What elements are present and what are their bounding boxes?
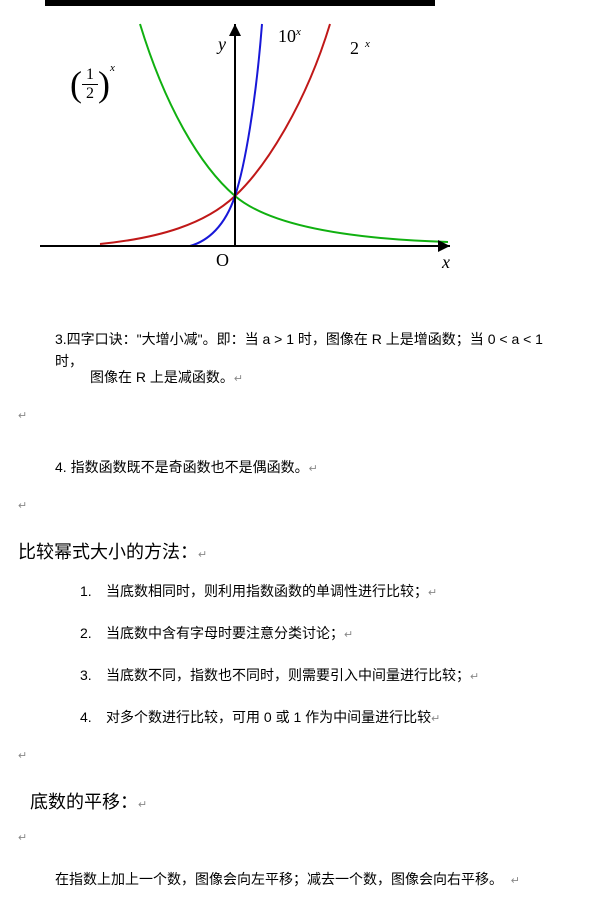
label-two-base: 2 xyxy=(350,38,359,58)
para-marker-4: ↵ xyxy=(0,830,590,848)
heading-shift-text: 底数的平移： xyxy=(30,792,138,812)
li2-marker: ↵ xyxy=(344,629,353,641)
lparen: ( xyxy=(70,66,82,102)
frac-num: 1 xyxy=(82,66,98,85)
label-two-x: 2x xyxy=(350,38,364,59)
label-ten-x: 10x xyxy=(278,26,301,47)
inline-marker-5: ↵ xyxy=(511,875,520,887)
heading-compare: 比较幂式大小的方法：↵ xyxy=(0,538,590,567)
li4-marker: ↵ xyxy=(431,713,440,725)
label-two-exp: x xyxy=(365,38,370,50)
li4-num: 4. xyxy=(80,706,106,728)
fraction-half: 12 xyxy=(82,66,98,102)
chart-svg xyxy=(30,6,460,296)
inline-marker-4: ↵ xyxy=(138,799,147,811)
li2-text: 当底数中含有字母时要注意分类讨论； xyxy=(106,625,344,641)
label-ten-base: 10 xyxy=(278,26,296,46)
li1-marker: ↵ xyxy=(428,587,437,599)
label-half-x: (12)x xyxy=(70,66,115,102)
frac-den: 2 xyxy=(82,85,98,103)
para-marker-2: ↵ xyxy=(0,498,590,516)
tail-text: 在指数上加上一个数，图像会向左平移；减去一个数，图像会向右平移。 xyxy=(55,871,503,887)
point-4: 4. 指数函数既不是奇函数也不是偶函数。↵ xyxy=(0,456,590,479)
label-ten-exp: x xyxy=(296,26,301,38)
li1-text: 当底数相同时，则利用指数函数的单调性进行比较； xyxy=(106,583,428,599)
heading-compare-text: 比较幂式大小的方法： xyxy=(18,542,198,562)
curve-two-x xyxy=(100,24,330,244)
inline-marker-2: ↵ xyxy=(309,463,318,475)
li3-text: 当底数不同，指数也不同时，则需要引入中间量进行比较； xyxy=(106,667,470,683)
inline-marker-1: ↵ xyxy=(234,373,243,385)
li4-text: 对多个数进行比较，可用 0 或 1 作为中间量进行比较 xyxy=(106,709,431,725)
curve-half-x xyxy=(140,24,448,242)
label-half-exp: x xyxy=(110,62,115,74)
li1-num: 1. xyxy=(80,580,106,602)
point-3-line2-text: 图像在 R 上是减函数。 xyxy=(90,369,234,385)
list-item-3: 3.当底数不同，指数也不同时，则需要引入中间量进行比较；↵ xyxy=(0,664,590,687)
y-axis-arrow xyxy=(229,24,241,36)
point-3-line2: 图像在 R 上是减函数。↵ xyxy=(0,366,590,389)
li3-num: 3. xyxy=(80,664,106,686)
exponential-chart: y x O 10x 2x (12)x xyxy=(30,6,460,296)
point-4-text: 4. 指数函数既不是奇函数也不是偶函数。 xyxy=(55,459,309,475)
para-marker-3: ↵ xyxy=(0,748,590,766)
li2-num: 2. xyxy=(80,622,106,644)
rparen: ) xyxy=(98,66,110,102)
curve-ten-x xyxy=(190,24,262,246)
heading-shift: 底数的平移：↵ xyxy=(0,788,590,817)
list-item-1: 1.当底数相同时，则利用指数函数的单调性进行比较；↵ xyxy=(0,580,590,603)
inline-marker-3: ↵ xyxy=(198,549,207,561)
para-marker-1: ↵ xyxy=(0,408,590,426)
x-axis-label: x xyxy=(442,252,450,273)
origin-label: O xyxy=(216,250,229,271)
list-item-2: 2.当底数中含有字母时要注意分类讨论；↵ xyxy=(0,622,590,645)
tail-line: 在指数上加上一个数，图像会向左平移；减去一个数，图像会向右平移。 ↵ xyxy=(0,868,590,891)
li3-marker: ↵ xyxy=(470,671,479,683)
y-axis-label: y xyxy=(218,34,226,55)
list-item-4: 4.对多个数进行比较，可用 0 或 1 作为中间量进行比较↵ xyxy=(0,706,590,729)
